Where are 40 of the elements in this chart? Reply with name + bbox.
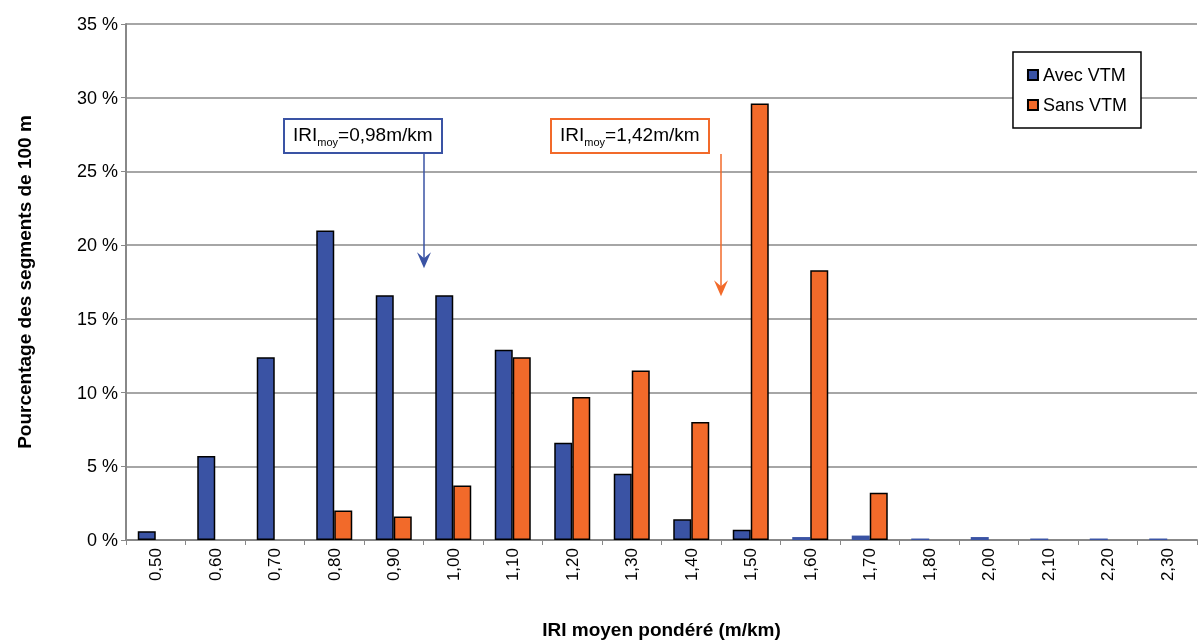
x-tick-label: 1,80 xyxy=(919,548,939,582)
bar xyxy=(970,537,989,540)
y-tick-label: 0 % xyxy=(86,530,118,550)
x-tick-label: 0,60 xyxy=(205,548,225,582)
x-tick-label: 0,90 xyxy=(384,548,404,582)
bar xyxy=(810,270,829,540)
y-tick-label: 5 % xyxy=(86,456,118,477)
x-tick-label: 0,80 xyxy=(324,548,344,582)
y-tick-label: 20 % xyxy=(76,235,118,256)
x-tick-label: 1,10 xyxy=(503,548,523,582)
x-axis-title: IRI moyen pondéré (m/km) xyxy=(542,619,781,640)
x-tick-label: 0,70 xyxy=(265,548,285,582)
x-tick-label: 1,30 xyxy=(622,548,642,582)
y-axis-title: Pourcentage des segments de 100 m xyxy=(14,115,35,449)
bar xyxy=(792,537,811,540)
y-tick-label: 35 % xyxy=(76,14,118,34)
x-tick-label: 2,20 xyxy=(1098,548,1118,582)
note-box: IRI$_{moy}$=0,98m/km xyxy=(283,118,443,154)
y-tick-label: 25 % xyxy=(76,161,118,182)
bar xyxy=(137,531,156,540)
x-tick-label: 2,30 xyxy=(1157,548,1177,582)
x-tick-label: 1,40 xyxy=(681,548,701,582)
x-tick-label: 1,00 xyxy=(443,548,463,582)
note-box: IRI$_{moy}$=1,42m/km xyxy=(550,118,710,154)
bar xyxy=(851,535,870,540)
x-tick-label: 2,10 xyxy=(1038,548,1058,582)
x-tick-label: 0,50 xyxy=(146,548,166,582)
bar xyxy=(197,455,216,540)
x-tick-label: 1,20 xyxy=(562,548,582,582)
legend-label: Avec VTM xyxy=(1042,65,1126,85)
x-tick-label: 1,50 xyxy=(741,548,761,582)
legend-label: Sans VTM xyxy=(1042,95,1128,115)
x-tick-label: 1,70 xyxy=(860,548,880,582)
bar xyxy=(256,357,275,540)
x-tick-label: 1,60 xyxy=(800,548,820,582)
y-tick-label: 10 % xyxy=(76,382,118,403)
y-tick-label: 15 % xyxy=(76,308,118,329)
bar xyxy=(869,492,888,540)
y-tick-label: 30 % xyxy=(76,87,118,108)
x-tick-label: 2,00 xyxy=(979,548,999,582)
